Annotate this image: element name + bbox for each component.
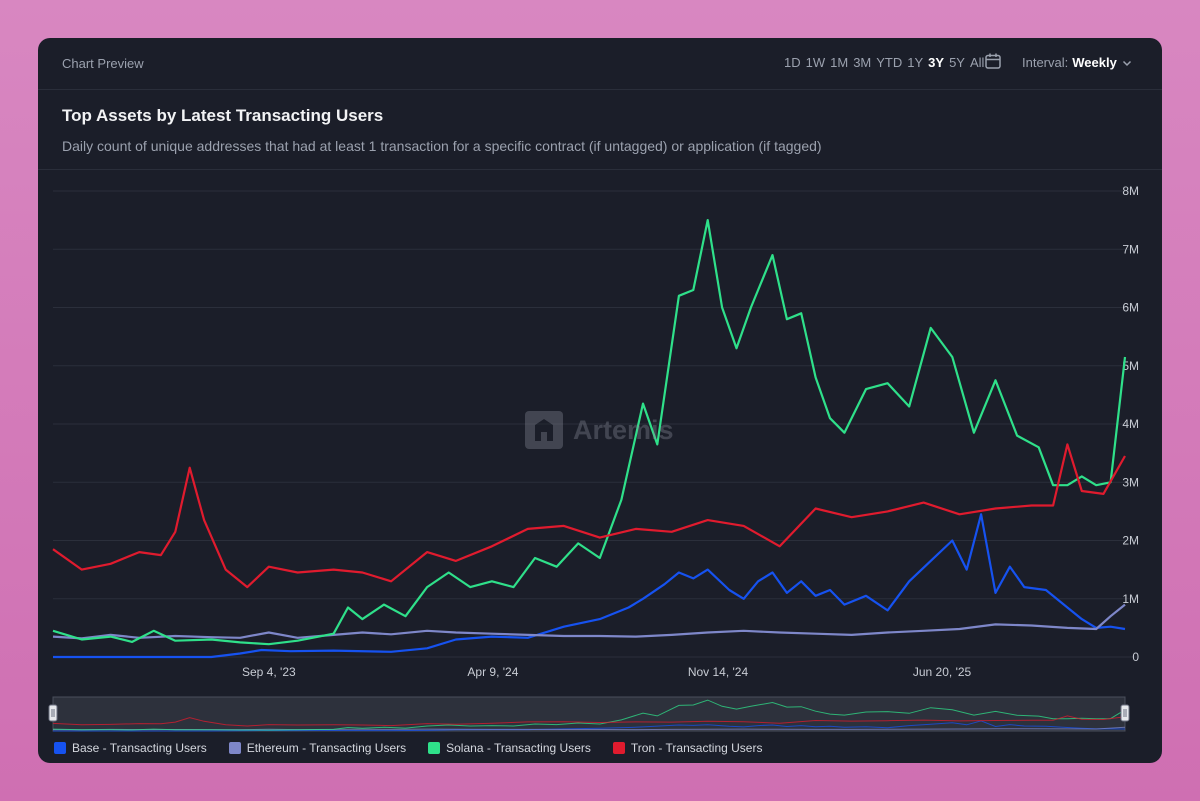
legend-item-base[interactable]: Base - Transacting Users: [54, 741, 207, 755]
y-tick-label: 3M: [1122, 475, 1139, 489]
series-line-ethereum[interactable]: [52, 603, 1126, 640]
chevron-down-icon: [1122, 60, 1131, 66]
series-line-tron[interactable]: [52, 443, 1126, 589]
calendar-icon[interactable]: [984, 52, 1002, 70]
gridlines: [53, 190, 1138, 658]
y-tick-label: 4M: [1122, 417, 1139, 431]
navigator-series-base: [53, 720, 1126, 732]
range-1d[interactable]: 1D: [784, 55, 801, 70]
y-tick-label: 6M: [1122, 301, 1139, 315]
legend-item-solana[interactable]: Solana - Transacting Users: [428, 741, 591, 755]
y-tick-label: 7M: [1122, 242, 1139, 256]
legend-label: Tron - Transacting Users: [630, 741, 763, 755]
x-tick-label: Apr 9, '24: [467, 665, 518, 679]
legend-label: Ethereum - Transacting Users: [246, 741, 407, 755]
interval-value: Weekly: [1072, 55, 1117, 70]
range-3m[interactable]: 3M: [853, 55, 872, 70]
navigator-series-tron: [52, 715, 1126, 727]
navigator-series-solana: [52, 699, 1126, 731]
legend-label: Base - Transacting Users: [72, 741, 207, 755]
interval-label: Interval:: [1022, 55, 1069, 70]
legend-swatch: [54, 742, 66, 754]
range-1w[interactable]: 1W: [805, 55, 826, 70]
y-tick-label: 2M: [1122, 534, 1139, 548]
legend-swatch: [228, 742, 241, 754]
range-5y[interactable]: 5Y: [949, 55, 965, 70]
watermark: Artemis: [525, 411, 674, 449]
divider: [38, 169, 1162, 170]
series-line-base[interactable]: [53, 513, 1126, 659]
time-range-selector: 1D 1W 1M 3M YTD 1Y 3Y 5Y All: [784, 55, 984, 70]
chart-title: Top Assets by Latest Transacting Users: [62, 106, 384, 125]
x-axis: Sep 4, '23 Apr 9, '24 Nov 14, '24 Jun 20, '…: [242, 665, 972, 679]
series-line-solana[interactable]: [52, 219, 1127, 646]
navigator-handle-left[interactable]: [48, 704, 58, 722]
line-chart: 0 1M 2M 3M 4M 5M 6M 7M 8M Sep 4, '23 Apr 9, '24 Nov…: [52, 184, 1139, 679]
legend-item-tron[interactable]: Tron - Transacting Users: [612, 741, 763, 755]
range-ytd[interactable]: YTD: [876, 55, 903, 70]
interval-dropdown[interactable]: Interval: Weekly: [1022, 55, 1133, 70]
y-axis: 0 1M 2M 3M 4M 5M 6M 7M 8M: [1122, 184, 1139, 664]
range-3y[interactable]: 3Y: [928, 55, 945, 70]
x-tick-label: Jun 20, '25: [913, 665, 972, 679]
chart-preview-label: Chart Preview: [62, 56, 144, 71]
range-navigator[interactable]: [38, 688, 1162, 734]
range-1y[interactable]: 1Y: [907, 55, 924, 70]
y-tick-label: 1M: [1122, 592, 1139, 606]
y-tick-label: 5M: [1122, 359, 1139, 373]
range-all[interactable]: All: [969, 55, 985, 70]
navigator-handle-right[interactable]: [1120, 704, 1130, 722]
y-tick-label: 8M: [1122, 184, 1139, 198]
legend-swatch: [612, 742, 625, 754]
legend-item-ethereum[interactable]: Ethereum - Transacting Users: [228, 741, 407, 755]
watermark-text: Artemis: [573, 414, 674, 445]
y-tick-label: 0: [1132, 650, 1139, 664]
legend-label: Solana - Transacting Users: [446, 741, 591, 755]
chart-subtitle: Daily count of unique addresses that had…: [62, 138, 822, 154]
chart-toolbar: Chart Preview 1D 1W 1M 3M YTD 1Y 3Y 5Y All Inter…: [38, 38, 1162, 90]
legend-swatch: [428, 742, 441, 754]
watermark-logo-icon: [525, 411, 563, 449]
x-tick-label: Sep 4, '23: [242, 665, 296, 679]
range-1m[interactable]: 1M: [830, 55, 849, 70]
chart-card: Chart Preview 1D 1W 1M 3M YTD 1Y 3Y 5Y All Inter…: [38, 38, 1162, 763]
chart-legend: Base - Transacting Users Ethereum - Trans…: [54, 741, 762, 755]
x-tick-label: Nov 14, '24: [688, 665, 749, 679]
navigator-window[interactable]: [52, 696, 1126, 732]
